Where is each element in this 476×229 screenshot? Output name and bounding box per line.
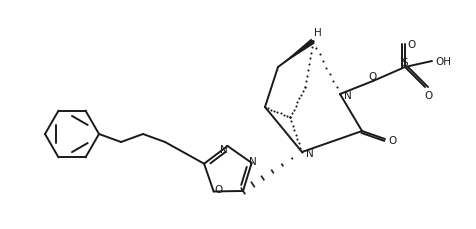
Polygon shape [278,39,315,68]
Text: OH: OH [435,57,451,67]
Text: O: O [215,185,223,195]
Text: N: N [249,156,257,166]
Text: N: N [220,144,228,154]
Text: O: O [408,40,416,50]
Text: H: H [314,28,322,38]
Text: S: S [402,58,408,68]
Text: N: N [306,148,314,158]
Text: O: O [369,72,377,82]
Text: O: O [389,135,397,145]
Text: N: N [344,91,352,101]
Text: O: O [425,91,433,101]
